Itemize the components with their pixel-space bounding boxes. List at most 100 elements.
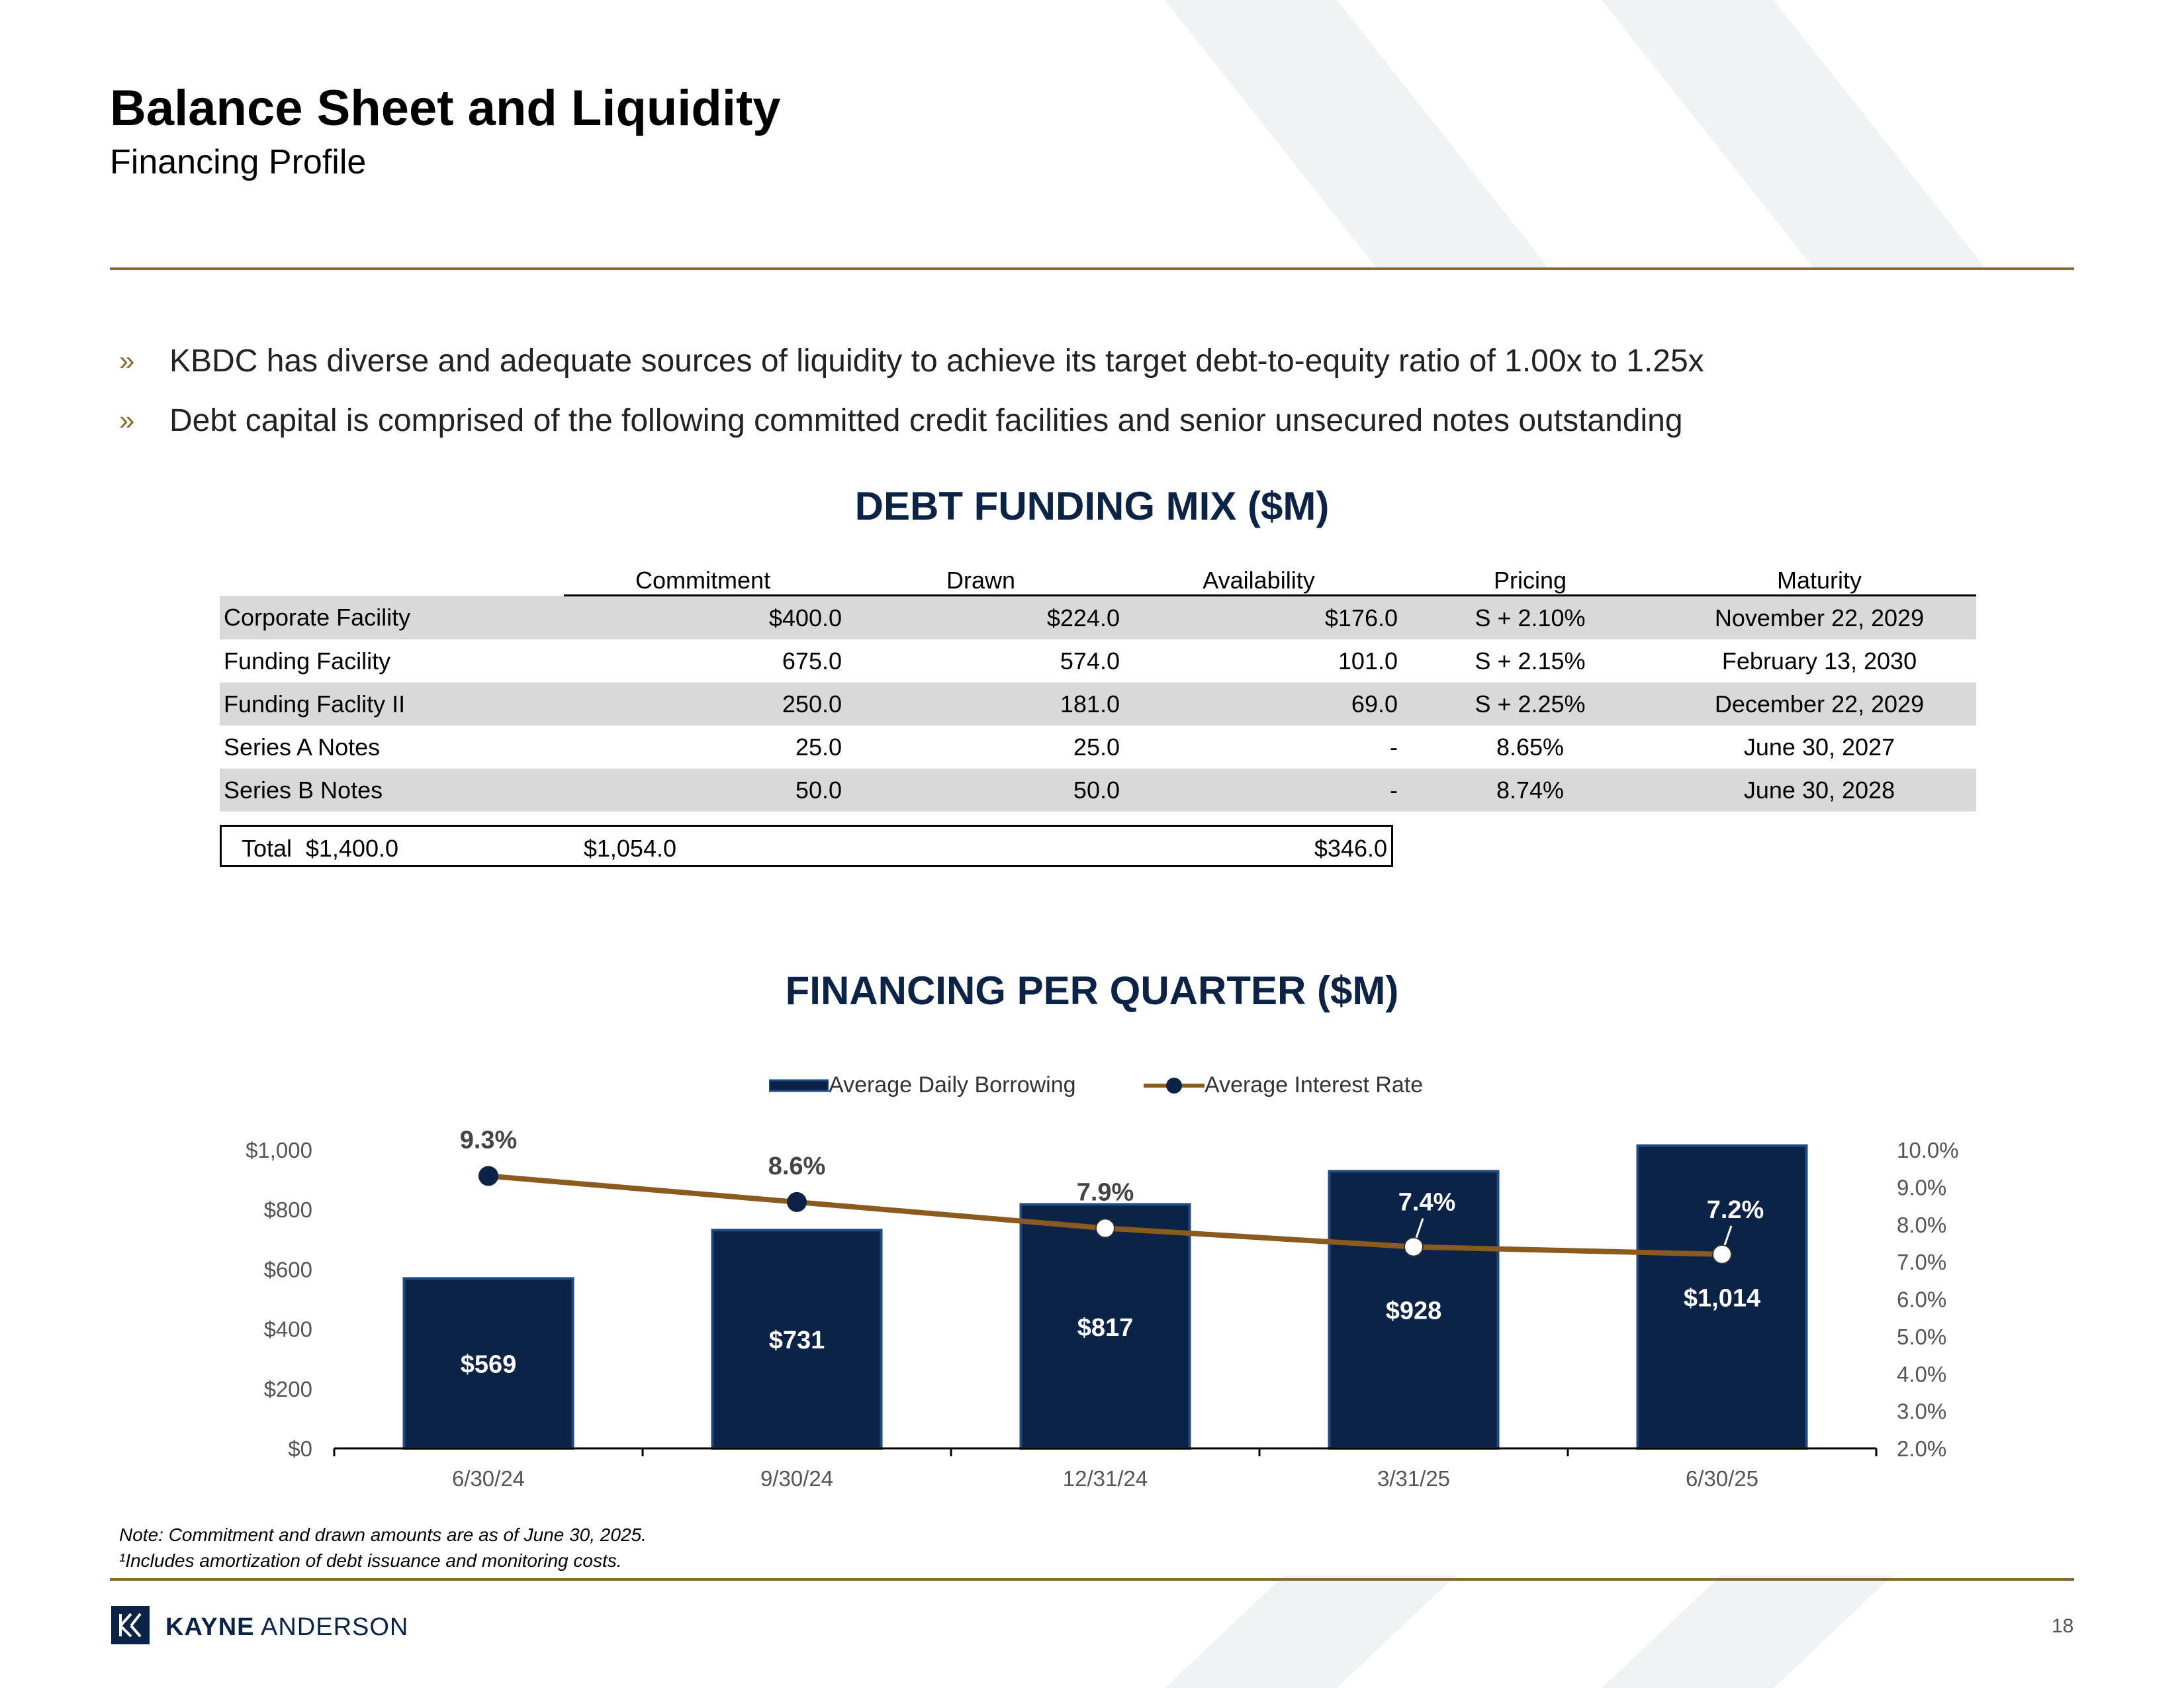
page-subtitle: Financing Profile bbox=[110, 143, 367, 181]
cell-drawn: $224.0 bbox=[842, 595, 1120, 639]
cell-maturity: February 13, 2030 bbox=[1721, 647, 1917, 675]
table-row: Funding Faclity II 250.0 181.0 69.0 S + … bbox=[220, 682, 1976, 726]
rate-point bbox=[1404, 1237, 1424, 1257]
y-right-tick-label: 7.0% bbox=[1897, 1250, 1946, 1274]
legend-item-rate: Average Interest Rate bbox=[1144, 1072, 1423, 1098]
cell-availability: $176.0 bbox=[1120, 595, 1398, 639]
y-left-tick-label: $200 bbox=[264, 1377, 312, 1401]
y-right-tick-label: 4.0% bbox=[1897, 1362, 1946, 1386]
row-name: Series B Notes bbox=[220, 769, 564, 812]
cell-availability: - bbox=[1120, 769, 1398, 812]
page-title: Balance Sheet and Liquidity bbox=[110, 80, 781, 136]
cell-pricing: S + 2.10% bbox=[1398, 595, 1662, 639]
bar bbox=[1328, 1170, 1500, 1450]
y-right-tick-label: 9.0% bbox=[1897, 1175, 1946, 1199]
cell-maturity: June 30, 2027 bbox=[1743, 733, 1895, 761]
kayne-anderson-logo-icon bbox=[111, 1606, 150, 1644]
y-right-tick-label: 8.0% bbox=[1897, 1213, 1946, 1237]
table-row: Corporate Facility $400.0 $224.0 $176.0 … bbox=[220, 595, 1976, 639]
y-right-tick-label: 3.0% bbox=[1897, 1399, 1946, 1424]
y-left-tick-label: $400 bbox=[264, 1317, 312, 1342]
bar bbox=[711, 1229, 883, 1450]
row-name: Series A Notes bbox=[224, 733, 381, 761]
y-left-tick-label: $600 bbox=[264, 1257, 312, 1282]
footnote: ¹Includes amortization of debt issuance … bbox=[119, 1550, 622, 1571]
y-left-tick-label: $800 bbox=[264, 1197, 312, 1222]
column-header: Pricing bbox=[1398, 563, 1662, 596]
cell-commitment: 675.0 bbox=[782, 647, 842, 675]
table-header-row: Commitment Drawn Availability Pricing Ma… bbox=[220, 563, 1976, 596]
bullet-marker: » bbox=[119, 345, 135, 376]
bullet-item: » Debt capital is comprised of the follo… bbox=[119, 391, 1704, 450]
rate-point bbox=[1712, 1244, 1732, 1264]
cell-maturity: December 22, 2029 bbox=[1662, 682, 1976, 726]
legend-swatch-bar bbox=[769, 1079, 829, 1092]
cell-drawn: 574.0 bbox=[1060, 647, 1120, 675]
x-tick-label: 3/31/25 bbox=[1377, 1466, 1450, 1491]
brand-name: KAYNE ANDERSON bbox=[165, 1613, 408, 1642]
cell-commitment: 250.0 bbox=[564, 682, 842, 726]
chart-title: FINANCING PER QUARTER ($M) bbox=[785, 968, 1399, 1013]
cell-availability: 69.0 bbox=[1120, 682, 1398, 726]
cell-pricing: S + 2.15% bbox=[1475, 647, 1586, 675]
column-header: Maturity bbox=[1662, 563, 1976, 596]
row-name: Funding Facility bbox=[224, 647, 391, 675]
y-left-tick-label: $1,000 bbox=[246, 1138, 312, 1162]
bar-data-label: $1,014 bbox=[1684, 1284, 1760, 1312]
legend-label: Average Interest Rate bbox=[1205, 1072, 1424, 1098]
cell-commitment: $400.0 bbox=[564, 595, 842, 639]
cell-commitment: 50.0 bbox=[564, 769, 842, 812]
bullet-list: » KBDC has diverse and adequate sources … bbox=[119, 331, 1704, 450]
bar-data-label: $817 bbox=[1077, 1314, 1134, 1342]
y-right-tick-label: 10.0% bbox=[1897, 1138, 1959, 1162]
column-header: Commitment bbox=[564, 563, 842, 596]
y-right-tick-label: 2.0% bbox=[1897, 1436, 1946, 1461]
rate-point bbox=[1095, 1218, 1115, 1239]
rate-data-label: 7.4% bbox=[1398, 1189, 1456, 1217]
cell-commitment: 25.0 bbox=[795, 733, 842, 761]
cell-drawn: 25.0 bbox=[1073, 733, 1120, 761]
debt-funding-table: Commitment Drawn Availability Pricing Ma… bbox=[220, 563, 1976, 812]
cell-availability: 101.0 bbox=[1338, 647, 1398, 675]
cell-drawn: 181.0 bbox=[842, 682, 1120, 726]
brand-light: ANDERSON bbox=[254, 1613, 409, 1641]
bullet-text: KBDC has diverse and adequate sources of… bbox=[169, 343, 1704, 379]
total-label: Total bbox=[242, 835, 293, 862]
table-row: Series B Notes 50.0 50.0 - 8.74% June 30… bbox=[220, 769, 1976, 812]
x-tick-label: 12/31/24 bbox=[1063, 1466, 1148, 1491]
rate-point bbox=[478, 1166, 498, 1186]
x-tick-label: 6/30/24 bbox=[452, 1466, 525, 1491]
bar-data-label: $928 bbox=[1386, 1297, 1442, 1325]
x-tick-label: 6/30/25 bbox=[1686, 1466, 1758, 1491]
rate-data-label: 7.2% bbox=[1707, 1196, 1764, 1224]
table-row: Funding Facility 675.0 574.0 101.0 S + 2… bbox=[220, 639, 1976, 682]
total-availability: $346.0 bbox=[1314, 835, 1387, 862]
cell-drawn: 50.0 bbox=[842, 769, 1120, 812]
rate-point bbox=[787, 1192, 807, 1212]
cell-pricing: 8.65% bbox=[1496, 733, 1565, 761]
debt-table-title: DEBT FUNDING MIX ($M) bbox=[854, 484, 1330, 528]
row-name: Corporate Facility bbox=[220, 595, 564, 639]
cell-maturity: June 30, 2028 bbox=[1662, 769, 1976, 812]
y-right-tick-label: 5.0% bbox=[1897, 1325, 1946, 1349]
brand-bold: KAYNE bbox=[165, 1613, 255, 1641]
bar bbox=[1636, 1144, 1808, 1450]
cell-availability: - bbox=[1390, 733, 1398, 761]
column-header: Drawn bbox=[842, 563, 1120, 596]
bar-data-label: $569 bbox=[461, 1351, 517, 1379]
table-row: Series A Notes 25.0 25.0 - 8.65% June 30… bbox=[220, 726, 1976, 769]
y-right-tick-label: 6.0% bbox=[1897, 1288, 1946, 1312]
bar bbox=[1019, 1203, 1191, 1450]
bullet-marker: » bbox=[119, 404, 135, 436]
y-left-tick-label: $0 bbox=[288, 1436, 312, 1461]
total-row: Total $1,400.0 $1,054.0 $346.0 bbox=[220, 825, 1393, 867]
total-drawn: $1,054.0 bbox=[583, 835, 676, 862]
rate-data-label: 9.3% bbox=[460, 1126, 518, 1154]
legend-swatch-line bbox=[1144, 1077, 1205, 1094]
bullet-text: Debt capital is comprised of the followi… bbox=[169, 402, 1683, 438]
footnote: Note: Commitment and drawn amounts are a… bbox=[119, 1524, 647, 1545]
page-number: 18 bbox=[2052, 1615, 2074, 1637]
x-tick-label: 9/30/24 bbox=[760, 1466, 833, 1491]
